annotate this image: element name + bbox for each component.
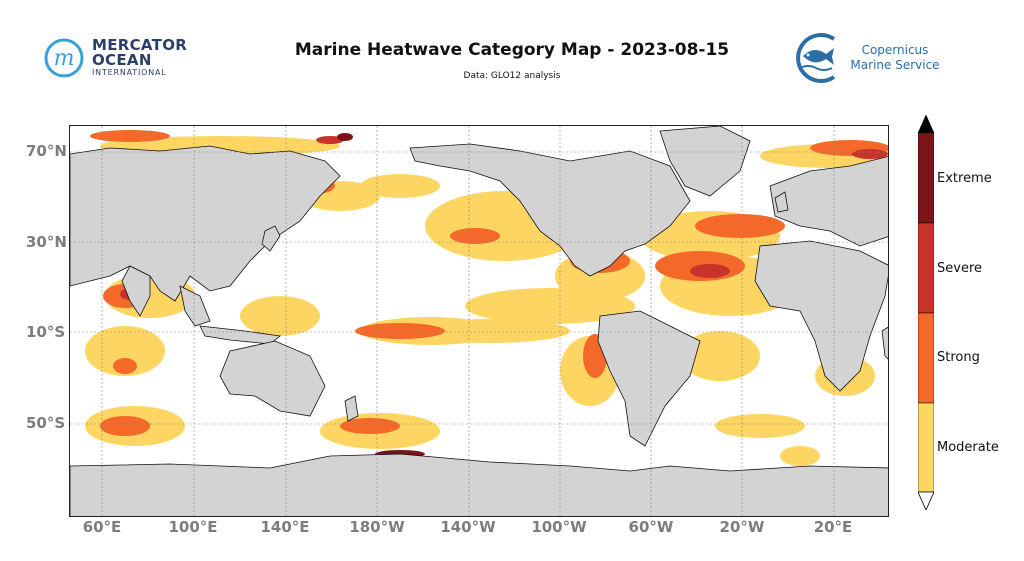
legend-severe-label: Severe [937, 261, 982, 276]
graticule [70, 126, 888, 516]
colorbar-extreme [918, 132, 934, 224]
lat-label-70n: 70°N [26, 142, 67, 160]
new-zealand-land [344, 395, 359, 422]
lat-label-10s: 10°S [26, 323, 66, 341]
lat-label-50s: 50°S [26, 414, 66, 432]
south-america-land [597, 310, 701, 447]
map-title: Marine Heatwave Category Map - 2023-08-1… [294, 40, 730, 60]
colorbar-severe [918, 222, 934, 314]
lon-label-60e: 60°E [82, 518, 122, 536]
uk-land [774, 191, 789, 213]
lon-label-100w: 100°W [531, 518, 587, 536]
africa-land [754, 240, 888, 392]
map-subtitle: Data: GLO12 analysis [463, 71, 561, 81]
copernicus-line1: Copernicus [861, 43, 929, 57]
antarctica-land [70, 453, 888, 516]
mercator-mark: m [54, 46, 75, 71]
australia-land [219, 340, 326, 417]
north-america-land [409, 143, 691, 277]
greenland-land [659, 126, 751, 197]
land-layer [70, 126, 888, 516]
europe-land [769, 156, 888, 247]
india-land [121, 265, 151, 317]
map-area [69, 125, 889, 517]
lat-label-30n: 30°N [26, 233, 67, 251]
colorbar [918, 115, 934, 510]
colorbar-over-arrow [918, 115, 934, 134]
lon-label-140e: 140°E [260, 518, 310, 536]
lon-label-20w: 20°W [719, 518, 765, 536]
lon-label-20e: 20°E [813, 518, 853, 536]
fish-icon [796, 33, 836, 83]
lon-label-180w: 180°W [349, 518, 405, 536]
legend-strong-label: Strong [937, 350, 980, 365]
colorbar-moderate [918, 402, 934, 493]
legend-extreme-label: Extreme [937, 171, 992, 186]
madagascar-land [881, 326, 888, 360]
lon-label-60w: 60°W [628, 518, 674, 536]
colorbar-strong [918, 312, 934, 404]
colorbar-under-arrow [918, 491, 934, 510]
se-asia-land [179, 285, 211, 327]
mercator-line3: INTERNATIONAL [92, 68, 167, 77]
copernicus-logo: Copernicus Marine Service [790, 30, 950, 86]
legend-moderate-label: Moderate [937, 440, 999, 455]
mercator-line2: OCEAN [92, 51, 152, 69]
mercator-m-icon: m [44, 38, 84, 78]
copernicus-line2: Marine Service [850, 58, 940, 72]
mercator-line1: MERCATOR [92, 36, 188, 54]
mercator-logo: m MERCATOR OCEAN INTERNATIONAL [44, 36, 194, 82]
lon-label-100e: 100°E [168, 518, 218, 536]
eurasia-land [70, 145, 341, 302]
world-map [70, 126, 888, 516]
lon-label-140w: 140°W [440, 518, 496, 536]
